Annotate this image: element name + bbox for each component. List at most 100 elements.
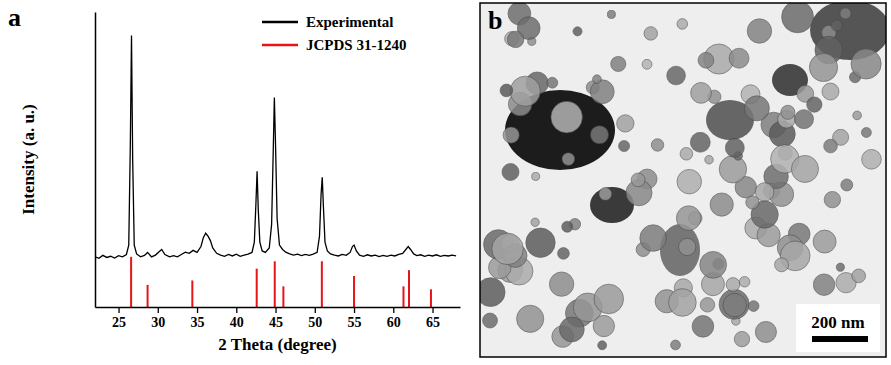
particle (594, 284, 624, 314)
legend-swatch (262, 21, 298, 24)
x-axis: 253035404550556065 (96, 307, 461, 330)
particle (723, 293, 746, 316)
particle (710, 193, 733, 216)
particle (822, 83, 839, 100)
particle (824, 191, 840, 207)
scale-bar-box (796, 304, 880, 352)
x-tick: 55 (348, 307, 362, 330)
particle (676, 206, 701, 231)
particle (852, 269, 866, 283)
particle (862, 149, 882, 169)
particle (507, 31, 524, 48)
reference-stick (256, 269, 258, 307)
particle (660, 224, 700, 276)
xrd-line (95, 36, 456, 259)
particle (794, 110, 813, 129)
tick-label: 65 (426, 315, 440, 330)
particle (861, 128, 871, 138)
particle (492, 233, 524, 265)
scale-bar-label: 200 nm (811, 313, 864, 332)
tem-image (480, 3, 886, 357)
particle (483, 313, 498, 328)
particle (775, 258, 789, 272)
particle (526, 228, 555, 257)
particle (680, 147, 693, 160)
particle (558, 248, 570, 260)
particle (667, 66, 686, 85)
axis-line (96, 307, 461, 309)
particle (480, 278, 505, 307)
particle (719, 289, 749, 319)
particle (725, 138, 744, 157)
tick-label: 60 (387, 315, 401, 330)
reference-stick (408, 270, 410, 307)
particle (813, 230, 836, 253)
particle (746, 196, 759, 209)
particle (836, 263, 844, 271)
particle (691, 82, 712, 103)
reference-stick (130, 257, 132, 307)
particle (531, 218, 539, 226)
particle (853, 111, 862, 120)
particle (607, 10, 615, 18)
particle (700, 251, 727, 278)
axis-line (95, 13, 97, 308)
x-tick: 30 (151, 307, 165, 330)
particle (593, 75, 602, 84)
reference-stick (274, 261, 276, 307)
reference-stick (147, 285, 149, 307)
particle (562, 221, 573, 232)
tick-mark (354, 307, 355, 313)
tick-mark (236, 307, 237, 313)
legend: ExperimentalJCPDS 31-1240 (262, 14, 406, 53)
particle (510, 76, 540, 106)
particle (813, 274, 834, 295)
reference-stick (430, 289, 432, 307)
particle (532, 172, 540, 180)
particle (677, 19, 688, 30)
particle (547, 77, 558, 88)
particle (705, 155, 714, 164)
figure: a2530354045505560652 Theta (degree)Inten… (0, 0, 891, 365)
scale-bar (812, 336, 868, 342)
particle (517, 305, 544, 332)
y-axis-title: Intensity (a. u.) (19, 104, 38, 215)
particle (679, 238, 696, 255)
particle (671, 340, 681, 350)
particle (729, 48, 749, 68)
x-tick: 45 (269, 307, 283, 330)
particle (562, 153, 575, 166)
legend-swatch (262, 44, 298, 47)
particle (642, 59, 652, 69)
reference-stick (353, 276, 355, 307)
particle (755, 321, 776, 342)
particle (551, 101, 583, 133)
particle (611, 56, 626, 71)
panel-label: b (488, 6, 502, 35)
particle (502, 163, 519, 180)
particle (734, 331, 749, 346)
tick-label: 50 (308, 315, 322, 330)
particle (549, 272, 573, 296)
particle (851, 49, 881, 79)
tick-mark (118, 307, 119, 313)
particle (598, 341, 607, 350)
particle (700, 298, 714, 312)
tick-label: 45 (269, 315, 283, 330)
particle (669, 289, 697, 317)
image-panel: b 200 nm (476, 0, 890, 357)
x-tick: 25 (112, 307, 126, 330)
particle (781, 105, 795, 119)
legend-label: Experimental (306, 14, 394, 30)
x-axis-title: 2 Theta (degree) (218, 335, 336, 354)
plot-area (95, 36, 456, 307)
tick-mark (275, 307, 276, 313)
reference-stick (191, 280, 193, 307)
tick-mark (197, 307, 198, 313)
particle (573, 27, 582, 36)
particle (698, 52, 714, 68)
tick-mark (393, 307, 394, 313)
image-frame (480, 3, 886, 357)
x-tick: 65 (426, 307, 440, 330)
image-background (480, 3, 886, 357)
